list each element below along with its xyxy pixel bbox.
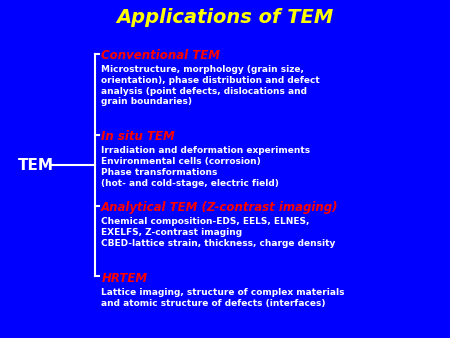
Text: Chemical composition-EDS, EELS, ELNES,
EXELFS, Z-contrast imaging
CBED-lattice s: Chemical composition-EDS, EELS, ELNES, E… — [101, 217, 336, 248]
Text: Microstructure, morphology (grain size,
orientation), phase distribution and def: Microstructure, morphology (grain size, … — [101, 65, 320, 106]
Text: Applications of TEM: Applications of TEM — [117, 8, 333, 27]
Text: Analytical TEM (Z-contrast imaging): Analytical TEM (Z-contrast imaging) — [101, 201, 339, 214]
Text: Lattice imaging, structure of complex materials
and atomic structure of defects : Lattice imaging, structure of complex ma… — [101, 288, 345, 308]
Text: Conventional TEM: Conventional TEM — [101, 49, 220, 62]
Text: TEM: TEM — [18, 158, 54, 173]
Text: Irradiation and deformation experiments
Environmental cells (corrosion)
Phase tr: Irradiation and deformation experiments … — [101, 146, 310, 188]
Text: HRTEM: HRTEM — [101, 272, 148, 285]
Text: In situ TEM: In situ TEM — [101, 130, 175, 143]
